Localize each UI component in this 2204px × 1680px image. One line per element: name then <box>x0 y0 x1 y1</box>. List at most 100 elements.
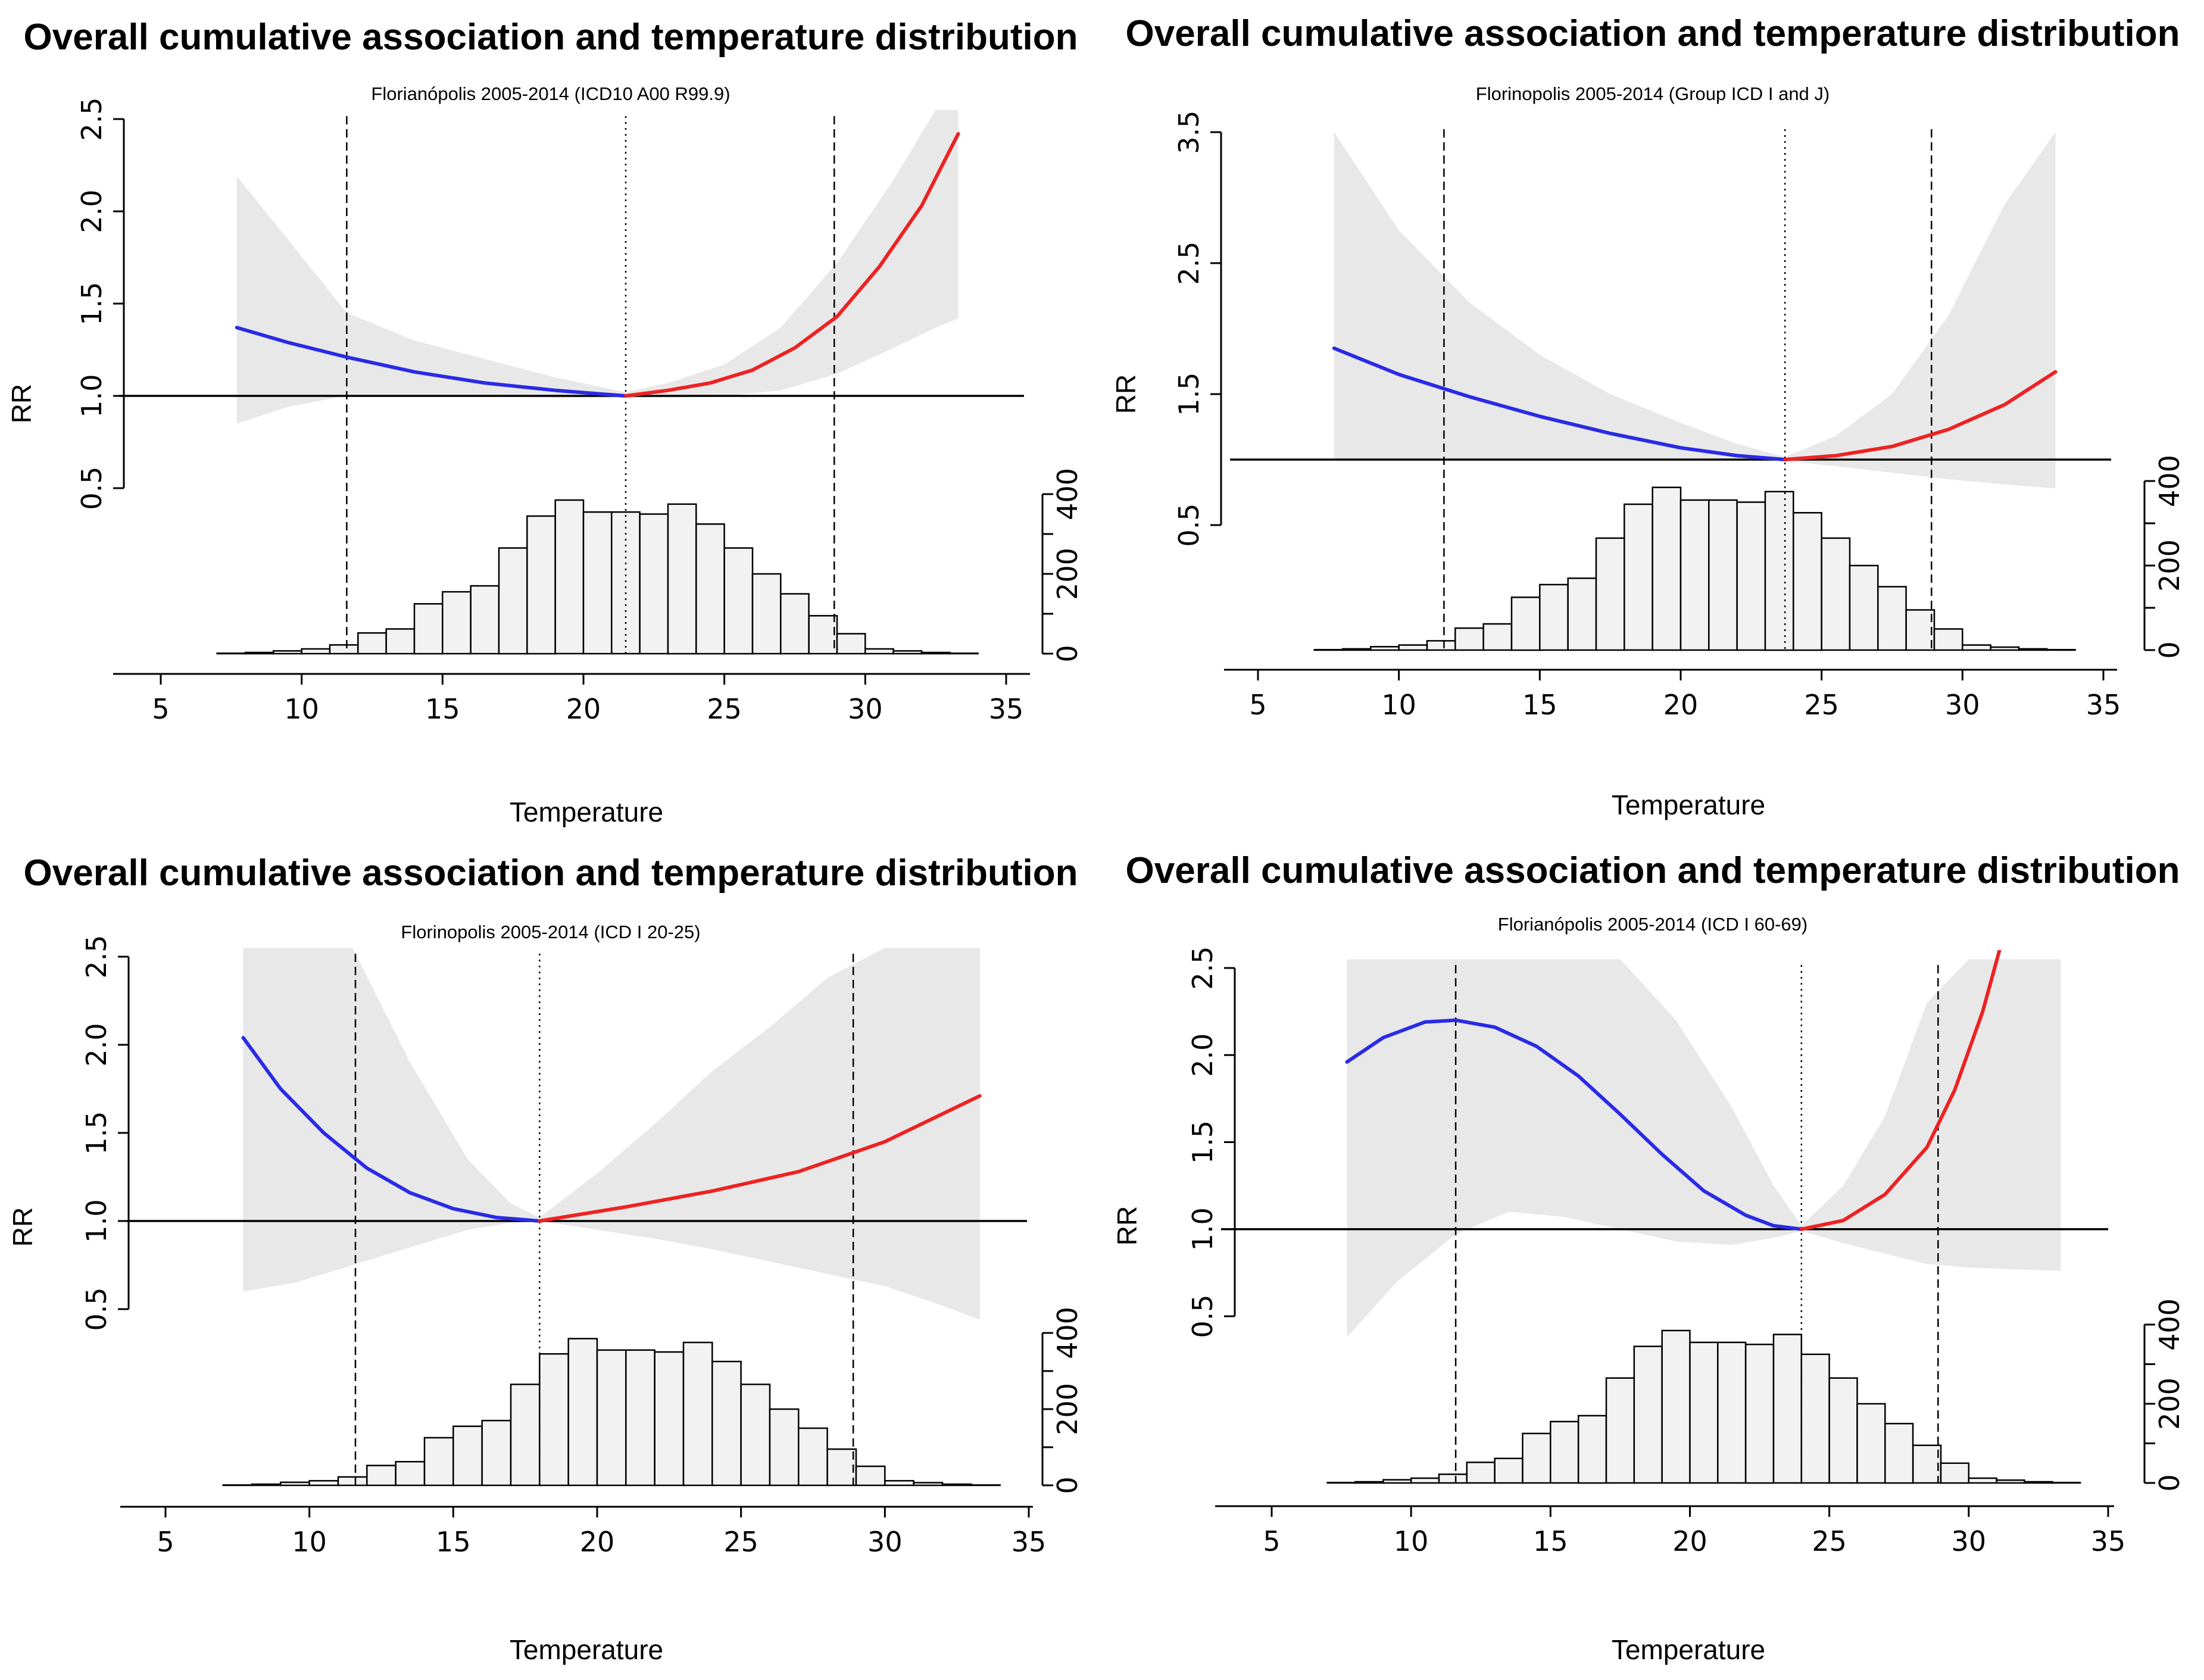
x-tick-label: 30 <box>848 693 883 725</box>
histogram-bar <box>1849 564 1879 651</box>
histogram-bar <box>1326 1482 1356 1484</box>
histogram-bar <box>1856 1403 1886 1484</box>
histogram-bar <box>329 644 359 655</box>
x-tick-label: 35 <box>2091 1525 2126 1557</box>
chart-subtitle: Florianópolis 2005-2014 (ICD I 60-69) <box>1498 914 1807 935</box>
y-tick-label: 1.0 <box>80 1199 113 1242</box>
histogram-bar <box>798 1427 828 1487</box>
y-axis-label: RR <box>1110 374 1141 414</box>
histogram-bar <box>1577 1414 1607 1484</box>
histogram-bar <box>920 651 951 655</box>
histogram-bar <box>357 632 387 655</box>
histogram-bar <box>1454 627 1484 651</box>
y-tick-label: 2.5 <box>1173 241 1205 285</box>
x-tick-label: 15 <box>425 693 460 725</box>
panel-icd-i-60-69: Overall cumulative association and tempe… <box>1102 840 2204 1680</box>
x-tick-label: 35 <box>1012 1526 1047 1558</box>
x-tick-label: 5 <box>1263 1525 1280 1557</box>
histogram-tick-label: 200 <box>2153 539 2186 592</box>
histogram-bar <box>625 1349 655 1487</box>
histogram-bar <box>1482 623 1513 651</box>
histogram-bar <box>2018 648 2048 651</box>
histogram-bar <box>2046 649 2076 651</box>
y-tick-label: 0.5 <box>1187 1294 1219 1338</box>
histogram-bar <box>1652 486 1682 651</box>
heat-curve <box>624 132 960 398</box>
histogram-bar <box>554 499 585 655</box>
chart-title: Overall cumulative association and tempe… <box>24 17 1078 58</box>
histogram-bar <box>423 1437 454 1487</box>
y-axis-label: RR <box>6 384 37 423</box>
histogram-bar <box>1990 646 2020 651</box>
histogram-bar <box>1426 640 1456 651</box>
histogram-bar <box>695 523 725 655</box>
histogram-bar <box>1912 1444 1942 1484</box>
confidence-band <box>236 110 959 424</box>
histogram-bar <box>1605 1377 1635 1484</box>
y-tick-label: 1.0 <box>76 374 108 417</box>
chart-subtitle: Florianópolis 2005-2014 (ICD10 A00 R99.9… <box>371 83 730 104</box>
y-tick-label: 2.0 <box>76 189 108 233</box>
heat-curve <box>1799 950 2002 1231</box>
y-tick-label: 1.5 <box>1173 372 1205 416</box>
histogram-bar <box>884 1480 914 1487</box>
x-tick-label: 20 <box>566 693 601 725</box>
cold-curve <box>1332 346 1787 461</box>
histogram-bar <box>337 1476 368 1487</box>
y-tick-label: 2.5 <box>76 97 108 140</box>
histogram-bar <box>1828 1377 1858 1484</box>
histogram-bar <box>442 591 472 655</box>
x-tick-label: 30 <box>1945 689 1980 721</box>
y-tick-label: 2.0 <box>1187 1033 1219 1077</box>
histogram-bar <box>1341 648 1372 651</box>
x-tick-label: 35 <box>989 693 1024 725</box>
x-tick-label: 30 <box>867 1526 903 1558</box>
histogram-bar <box>2024 1481 2053 1484</box>
y-tick-label: 3.5 <box>1173 110 1205 154</box>
histogram-tick-label: 400 <box>2153 1298 2186 1351</box>
histogram-bar <box>1764 491 1794 651</box>
histogram-bar <box>1438 1473 1468 1484</box>
histogram-bar <box>1624 503 1653 651</box>
x-tick-label: 5 <box>152 693 169 725</box>
panel-icd-i-20-25: Overall cumulative association and tempe… <box>0 840 1102 1680</box>
panel-all-causes: Overall cumulative association and tempe… <box>0 0 1102 840</box>
y-tick-label: 2.5 <box>1187 946 1219 989</box>
histogram-bar <box>2052 1482 2081 1484</box>
histogram-bar <box>539 1353 569 1487</box>
histogram-bar <box>1679 499 1710 651</box>
histogram-bar <box>1522 1432 1551 1484</box>
x-tick-label: 5 <box>1249 689 1266 721</box>
histogram-bar <box>1410 1477 1440 1484</box>
histogram-bar <box>711 1360 742 1487</box>
histogram-bar <box>826 1448 857 1487</box>
histogram-bar <box>301 648 331 655</box>
chart-icd-i-60-69: Overall cumulative association and tempe… <box>1112 850 2186 1665</box>
heat-curve <box>538 1094 982 1223</box>
histogram-bar <box>216 652 246 655</box>
heat-curve <box>1783 370 2058 461</box>
x-tick-label: 30 <box>1952 1525 1987 1557</box>
panel-group-icd-i-and-j: Overall cumulative association and tempe… <box>1102 0 2204 840</box>
histogram-bar <box>308 1480 339 1487</box>
histogram-bar <box>1968 1477 1997 1484</box>
histogram-bar <box>1800 1353 1830 1484</box>
histogram-bar <box>452 1425 483 1487</box>
histogram-bar <box>1539 583 1569 651</box>
x-tick-label: 15 <box>1533 1525 1568 1557</box>
histogram-bar <box>949 652 979 655</box>
histogram-bar <box>280 1481 310 1487</box>
y-tick-label: 1.5 <box>80 1111 113 1154</box>
histogram-bar <box>1744 1344 1775 1484</box>
histogram-bar <box>1466 1462 1496 1484</box>
chart-title: Overall cumulative association and tempe… <box>1126 13 2180 54</box>
y-tick-label: 2.5 <box>80 935 113 978</box>
histogram-bar <box>526 515 556 655</box>
chart-subtitle: Florinopolis 2005-2014 (Group ICD I and … <box>1476 83 1830 104</box>
histogram-bar <box>1736 501 1766 651</box>
chart-subtitle: Florinopolis 2005-2014 (ICD I 20-25) <box>401 922 700 942</box>
histogram-bar <box>654 1351 685 1487</box>
histogram-bar <box>1382 1479 1412 1484</box>
histogram-bar <box>892 650 923 655</box>
histogram <box>222 1338 1001 1487</box>
